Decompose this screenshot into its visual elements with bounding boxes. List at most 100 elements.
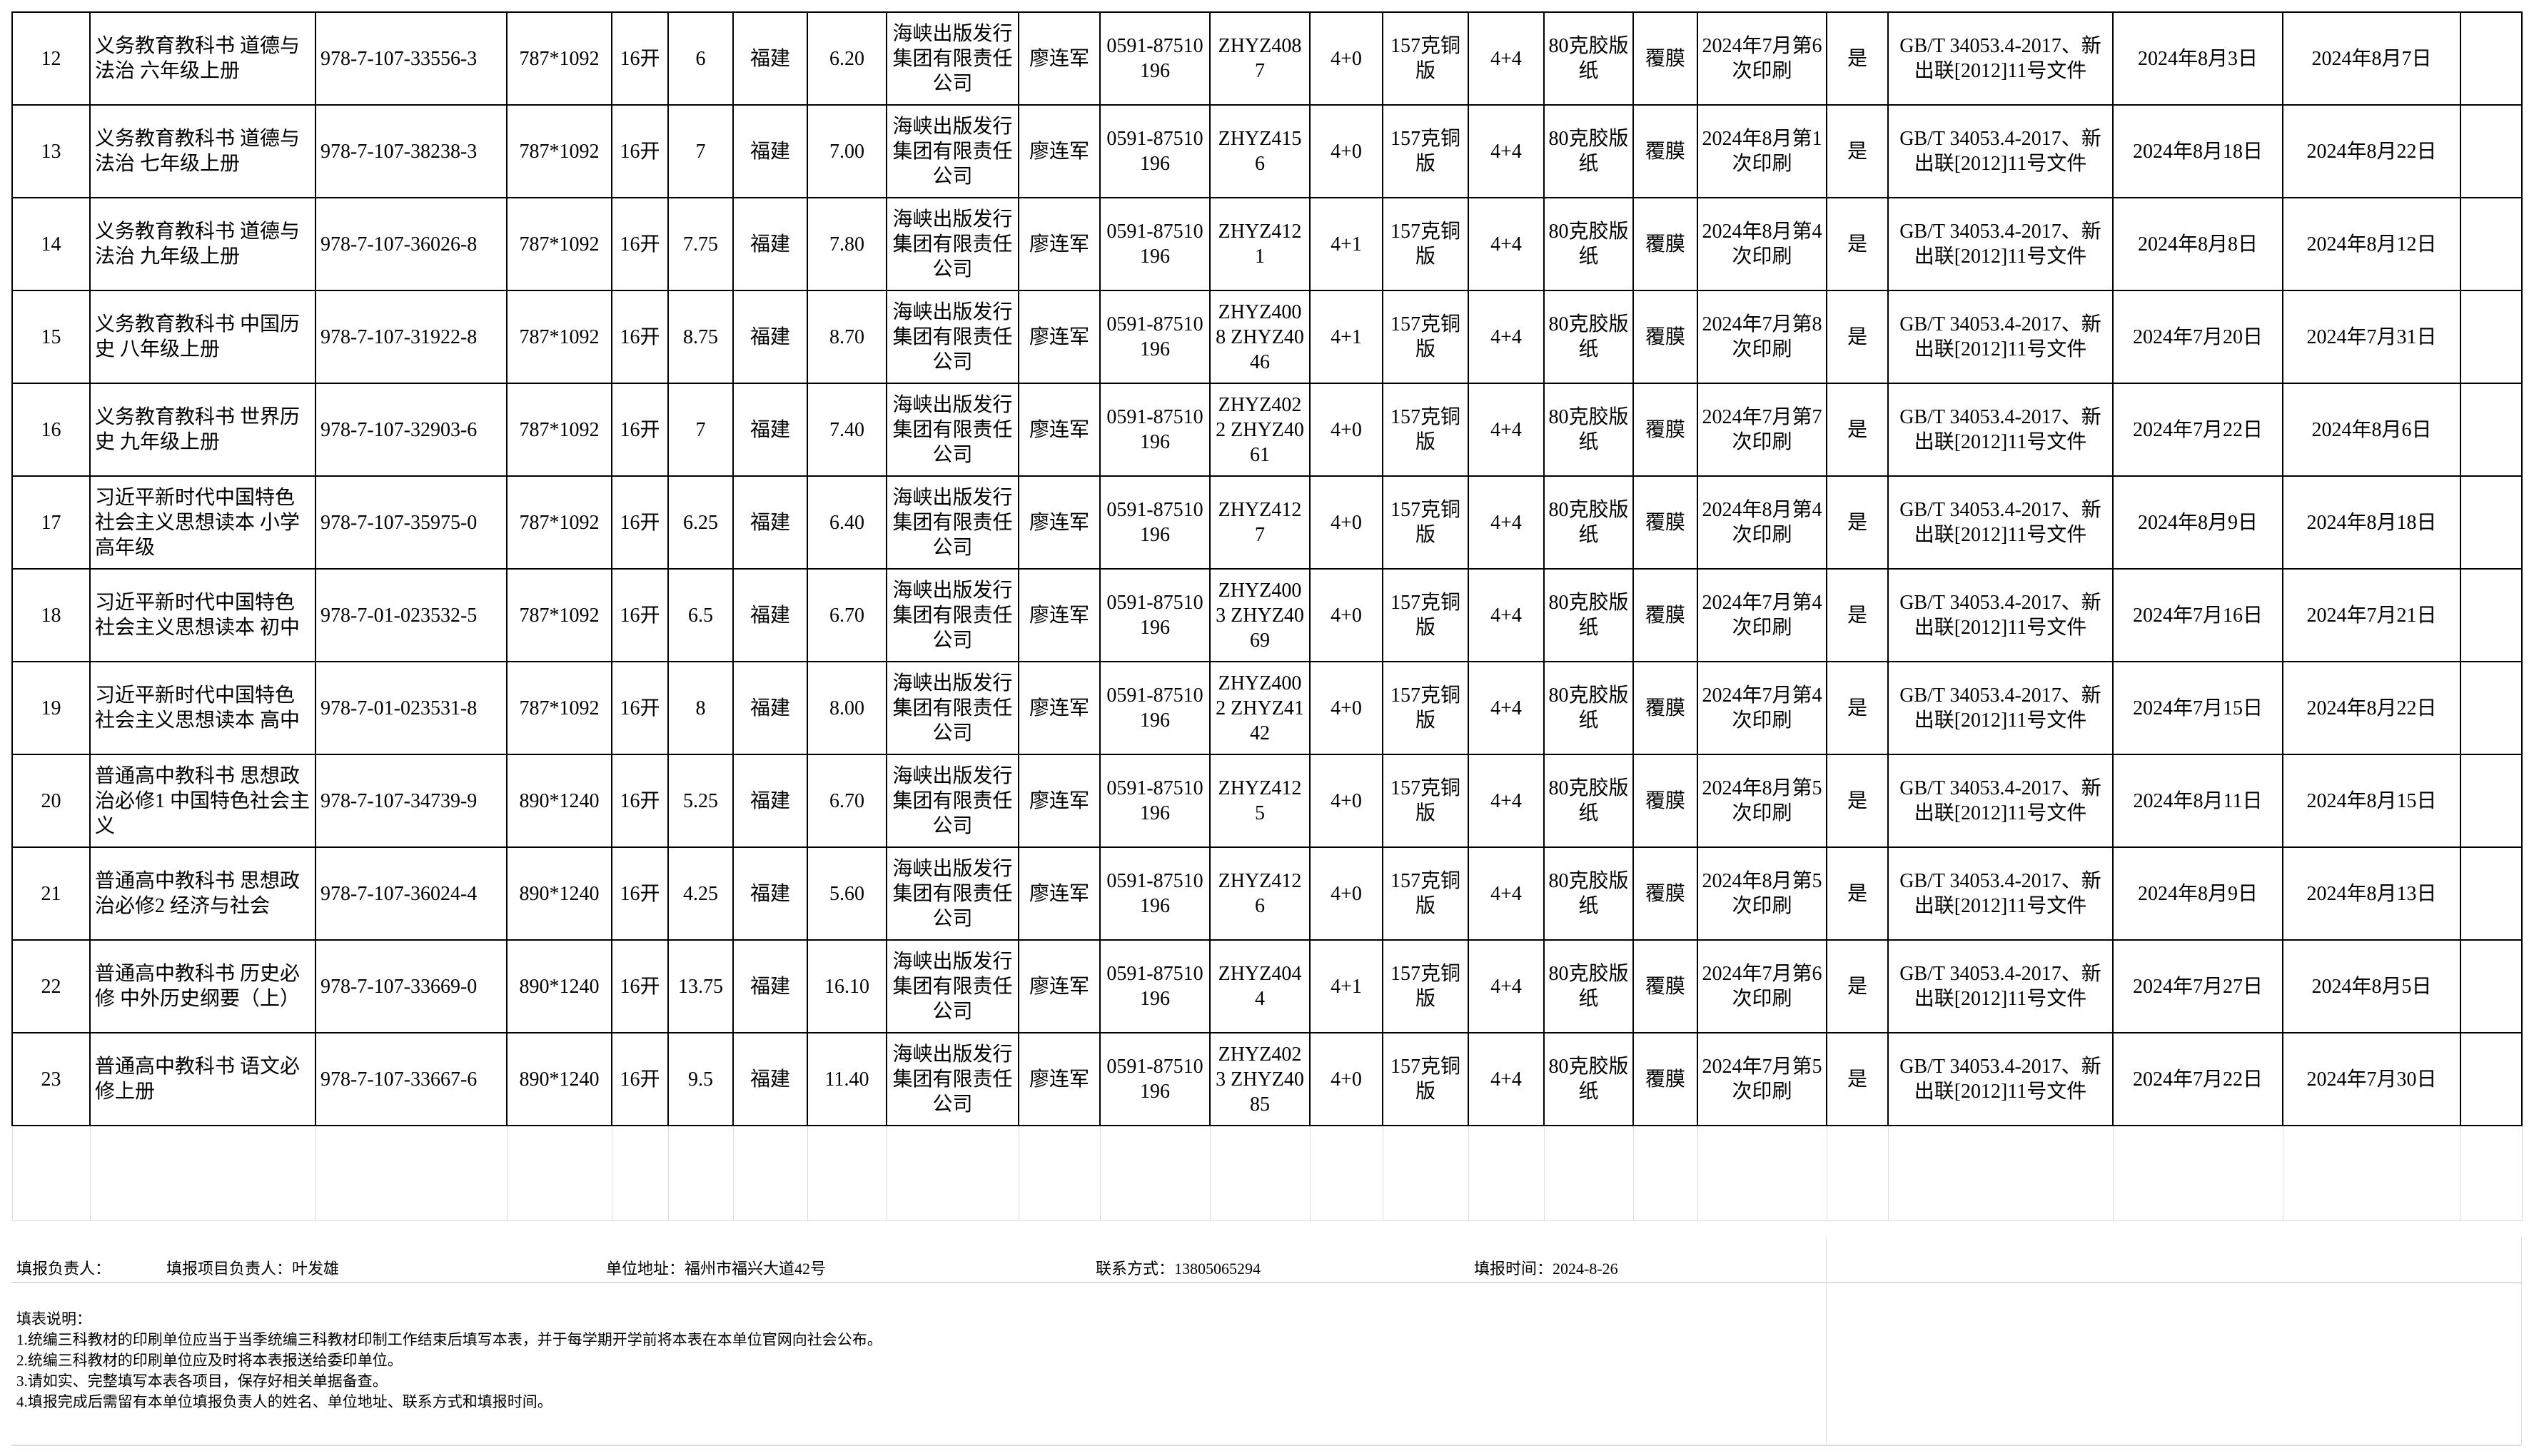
cell-text-color: 4+4 [1468, 197, 1545, 291]
cell-size: 16开 [611, 104, 669, 198]
table-row: 20 普通高中教科书 思想政治必修1 中国特色社会主义 978-7-107-3473… [11, 754, 2523, 848]
cell-region: 福建 [732, 846, 808, 941]
cell-extra [2460, 475, 2523, 570]
cell-phone: 0591-87510196 [1099, 197, 1211, 291]
cell-price: 6.40 [807, 475, 887, 570]
cell-start-date: 2024年7月22日 [2112, 1032, 2283, 1126]
empty-cell [1209, 1125, 1311, 1221]
cell-standard: GB/T 34053.4-2017、新出联[2012]11号文件 [1887, 661, 2114, 755]
cell-cover-paper: 157克铜版 [1382, 846, 1469, 941]
cell-finish: 覆膜 [1632, 846, 1698, 941]
cell-seq: 17 [11, 475, 91, 570]
cell-size: 16开 [611, 568, 669, 662]
cell-printer: 海峡出版发行集团有限责任公司 [886, 661, 1019, 755]
empty-cell [1826, 1125, 1889, 1221]
cell-format: 787*1092 [506, 104, 612, 198]
table-row: 18 习近平新时代中国特色社会主义思想读本 初中 978-7-01-023532-5… [11, 568, 2523, 662]
cell-isbn: 978-7-107-36024-4 [315, 846, 508, 941]
cell-region: 福建 [732, 197, 808, 291]
cell-printer: 海峡出版发行集团有限责任公司 [886, 197, 1019, 291]
cell-printer: 海峡出版发行集团有限责任公司 [886, 939, 1019, 1033]
cell-cover-paper: 157克铜版 [1382, 104, 1469, 198]
project-lead: 填报项目负责人：叶发雄 [166, 1260, 340, 1278]
cell-color: 4+1 [1309, 939, 1383, 1033]
table-row: 17 习近平新时代中国特色社会主义思想读本 小学高年级 978-7-107-3597… [11, 475, 2523, 570]
cell-finish: 覆膜 [1632, 661, 1698, 755]
cell-finish: 覆膜 [1632, 383, 1698, 477]
table-row: 16 义务教育教科书 世界历史 九年级上册 978-7-107-32903-6 787… [11, 383, 2523, 477]
cell-cover-paper: 157克铜版 [1382, 568, 1469, 662]
cell-phone: 0591-87510196 [1099, 754, 1211, 848]
cell-title: 普通高中教科书 思想政治必修2 经济与社会 [89, 846, 316, 941]
cell-color: 4+0 [1309, 383, 1383, 477]
cell-compliant: 是 [1826, 290, 1889, 384]
cell-start-date: 2024年7月22日 [2112, 383, 2283, 477]
cell-text-color: 4+4 [1468, 568, 1545, 662]
cell-seq: 13 [11, 104, 91, 198]
cell-contact-person: 廖连军 [1018, 197, 1101, 291]
cell-start-date: 2024年8月18日 [2112, 104, 2283, 198]
cell-text-paper: 80克胶版纸 [1543, 290, 1634, 384]
cell-isbn: 978-7-107-32903-6 [315, 383, 508, 477]
cell-compliant: 是 [1826, 568, 1889, 662]
notes-title: 填表说明： [16, 1310, 91, 1328]
empty-cell [1099, 1125, 1211, 1221]
cell-contact-person: 廖连军 [1018, 475, 1101, 570]
cell-finish: 覆膜 [1632, 568, 1698, 662]
cell-phone: 0591-87510196 [1099, 1032, 1211, 1126]
cell-isbn: 978-7-107-34739-9 [315, 754, 508, 848]
empty-cell [886, 1125, 1019, 1221]
cell-start-date: 2024年8月9日 [2112, 475, 2283, 570]
cell-standard: GB/T 34053.4-2017、新出联[2012]11号文件 [1887, 1032, 2114, 1126]
cell-seq: 23 [11, 1032, 91, 1126]
cell-title: 义务教育教科书 道德与法治 七年级上册 [89, 104, 316, 198]
cell-text-color: 4+4 [1468, 754, 1545, 848]
cell-end-date: 2024年7月21日 [2282, 568, 2461, 662]
cell-end-date: 2024年8月22日 [2282, 661, 2461, 755]
cell-edition: 2024年7月第4次印刷 [1697, 661, 1827, 755]
cell-edition: 2024年8月第4次印刷 [1697, 475, 1827, 570]
cell-price: 11.40 [807, 1032, 887, 1126]
cell-sheets: 13.75 [667, 939, 734, 1033]
cell-standard: GB/T 34053.4-2017、新出联[2012]11号文件 [1887, 568, 2114, 662]
cell-plate-code: ZHYZ4002 ZHYZ4142 [1209, 661, 1311, 755]
cell-region: 福建 [732, 939, 808, 1033]
cell-color: 4+0 [1309, 11, 1383, 106]
cell-cover-paper: 157克铜版 [1382, 661, 1469, 755]
cell-printer: 海峡出版发行集团有限责任公司 [886, 11, 1019, 106]
cell-price: 7.00 [807, 104, 887, 198]
cell-seq: 20 [11, 754, 91, 848]
cell-standard: GB/T 34053.4-2017、新出联[2012]11号文件 [1887, 846, 2114, 941]
cell-color: 4+0 [1309, 754, 1383, 848]
cell-seq: 14 [11, 197, 91, 291]
note-item: 3.请如实、完整填写本表各项目，保存好相关单据备查。 [16, 1372, 388, 1390]
cell-seq: 19 [11, 661, 91, 755]
cell-text-paper: 80克胶版纸 [1543, 475, 1634, 570]
cell-format: 890*1240 [506, 1032, 612, 1126]
cell-sheets: 6.5 [667, 568, 734, 662]
cell-title: 习近平新时代中国特色社会主义思想读本 高中 [89, 661, 316, 755]
cell-isbn: 978-7-107-33667-6 [315, 1032, 508, 1126]
cell-plate-code: ZHYZ4126 [1209, 846, 1311, 941]
empty-cell [1382, 1125, 1469, 1221]
cell-standard: GB/T 34053.4-2017、新出联[2012]11号文件 [1887, 475, 2114, 570]
cell-sheets: 5.25 [667, 754, 734, 848]
cell-phone: 0591-87510196 [1099, 383, 1211, 477]
cell-plate-code: ZHYZ4023 ZHYZ4085 [1209, 1032, 1311, 1126]
cell-text-paper: 80克胶版纸 [1543, 197, 1634, 291]
cell-color: 4+0 [1309, 846, 1383, 941]
cell-start-date: 2024年7月20日 [2112, 290, 2283, 384]
cell-title: 普通高中教科书 历史必修 中外历史纲要（上） [89, 939, 316, 1033]
cell-edition: 2024年7月第4次印刷 [1697, 568, 1827, 662]
cell-end-date: 2024年8月12日 [2282, 197, 2461, 291]
cell-isbn: 978-7-107-36026-8 [315, 197, 508, 291]
cell-title: 义务教育教科书 中国历史 八年级上册 [89, 290, 316, 384]
table-row: 23 普通高中教科书 语文必修上册 978-7-107-33667-6 890*124… [11, 1032, 2523, 1126]
cell-cover-paper: 157克铜版 [1382, 290, 1469, 384]
cell-plate-code: ZHYZ4003 ZHYZ4069 [1209, 568, 1311, 662]
cell-plate-code: ZHYZ4125 [1209, 754, 1311, 848]
cell-contact-person: 廖连军 [1018, 11, 1101, 106]
cell-printer: 海峡出版发行集团有限责任公司 [886, 1032, 1019, 1126]
cell-size: 16开 [611, 11, 669, 106]
cell-compliant: 是 [1826, 383, 1889, 477]
